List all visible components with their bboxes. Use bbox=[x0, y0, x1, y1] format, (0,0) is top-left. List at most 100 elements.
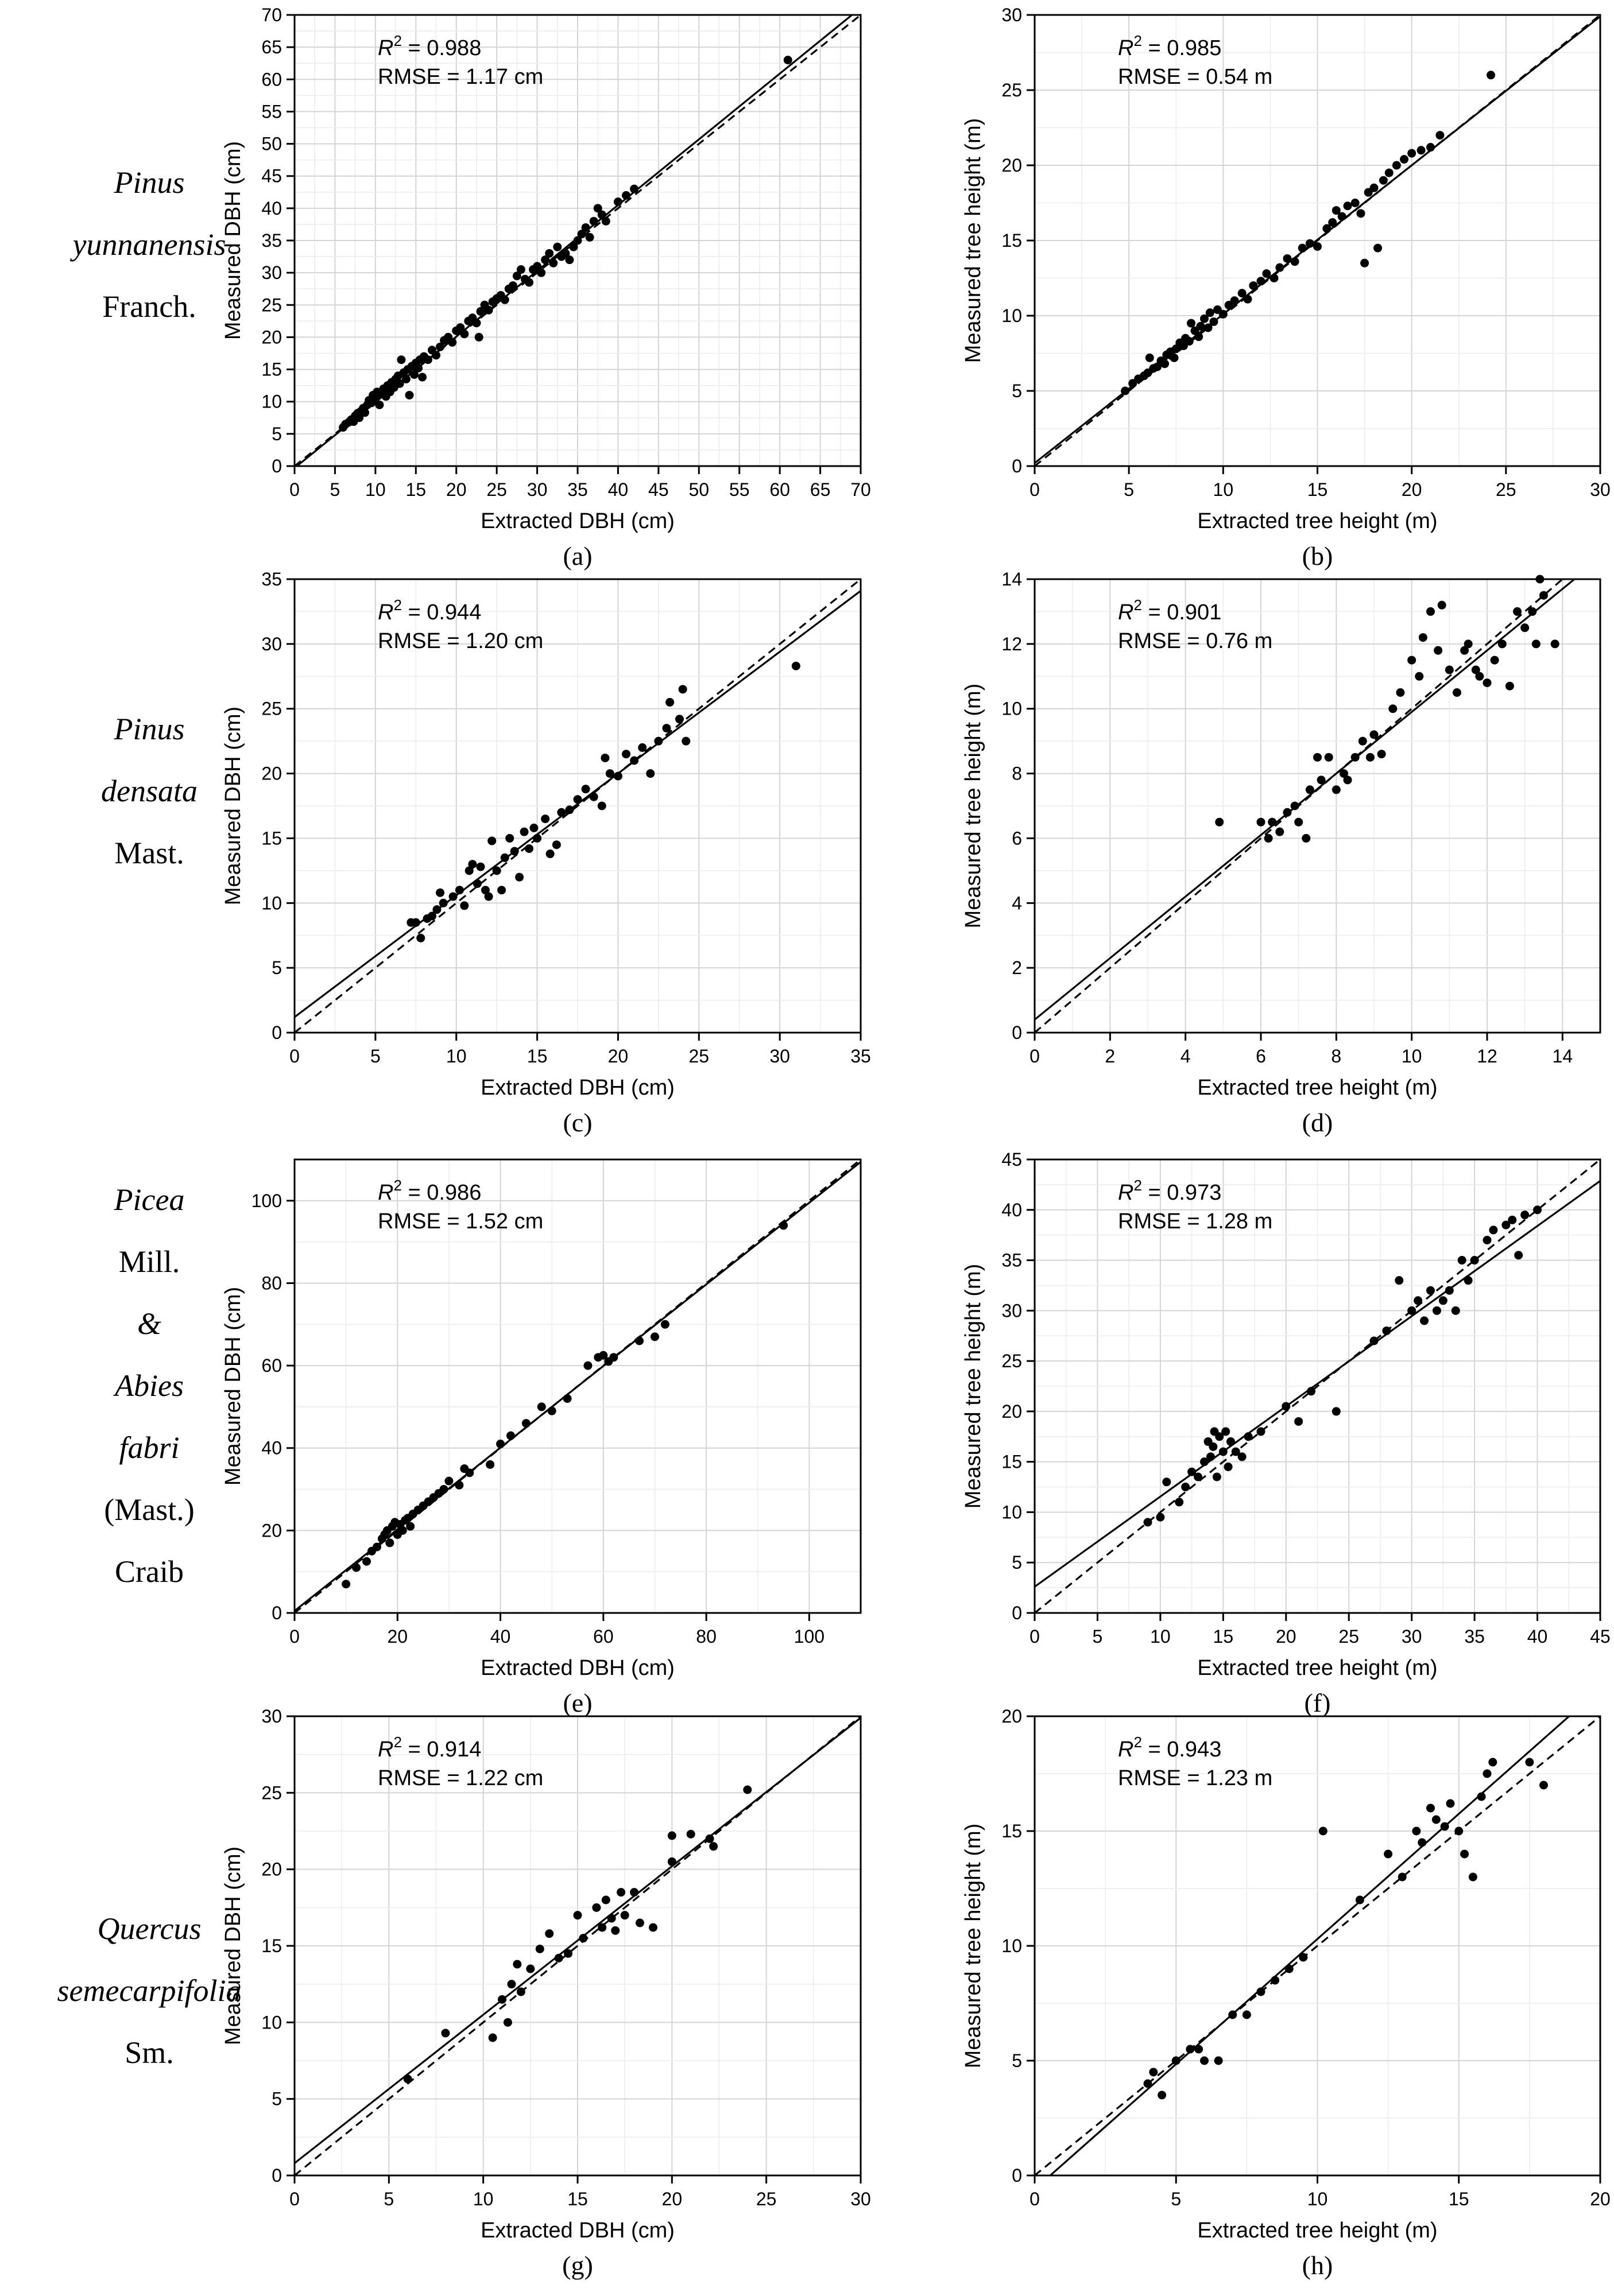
data-point bbox=[1470, 1256, 1479, 1265]
fit-line bbox=[295, 590, 861, 1018]
data-point bbox=[1497, 639, 1507, 649]
data-point bbox=[1160, 359, 1170, 369]
r2-superscript: 2 bbox=[1133, 596, 1141, 614]
y-tick-label: 15 bbox=[261, 828, 282, 848]
x-tick-label: 65 bbox=[810, 479, 831, 500]
chart-panel: 0 5 10 15 20 25 30 0 5 10 15 20 25 30 Extracted DBH (c… bbox=[221, 1706, 871, 2280]
y-tick-label: 20 bbox=[261, 1520, 282, 1541]
data-point bbox=[1328, 218, 1337, 227]
data-point bbox=[526, 1964, 535, 1973]
y-tick-label: 20 bbox=[261, 327, 282, 347]
data-point bbox=[1487, 71, 1496, 80]
data-point bbox=[1483, 1769, 1492, 1778]
data-point bbox=[497, 886, 506, 895]
data-point bbox=[589, 216, 598, 226]
data-point bbox=[484, 305, 493, 315]
r2-value: = 0.986 bbox=[402, 1181, 481, 1205]
data-point bbox=[1224, 1462, 1233, 1471]
y-tick-label: 100 bbox=[251, 1190, 282, 1211]
data-point bbox=[1332, 1407, 1341, 1416]
y-tick-label: 25 bbox=[1001, 1351, 1022, 1371]
data-point bbox=[1418, 633, 1427, 642]
data-point bbox=[512, 272, 521, 281]
data-point bbox=[406, 1522, 415, 1531]
plot-frame bbox=[1034, 578, 1601, 1034]
data-point bbox=[1407, 656, 1416, 665]
rmse-annotation: RMSE = 1.52 cm bbox=[378, 1209, 543, 1234]
x-tick-label: 25 bbox=[1496, 479, 1516, 500]
species-label-line: Quercus bbox=[97, 1911, 202, 1946]
data-point bbox=[552, 840, 561, 850]
x-tick-label: 45 bbox=[648, 479, 669, 500]
data-point bbox=[1407, 1306, 1416, 1315]
data-point bbox=[1464, 1276, 1473, 1285]
y-tick-label: 0 bbox=[272, 1022, 282, 1043]
data-point bbox=[650, 1332, 659, 1341]
y-tick-label: 10 bbox=[261, 893, 282, 913]
y-tick-label: 80 bbox=[261, 1273, 282, 1293]
x-tick-label: 30 bbox=[850, 2189, 871, 2209]
plot-frame bbox=[293, 578, 862, 1034]
data-point bbox=[1275, 263, 1284, 272]
data-point bbox=[541, 815, 550, 824]
y-tick-label: 30 bbox=[1001, 5, 1022, 25]
data-point bbox=[1203, 323, 1213, 332]
y-tick-label: 30 bbox=[261, 1706, 282, 1727]
data-point bbox=[352, 1563, 361, 1572]
x-tick-label: 14 bbox=[1553, 1046, 1573, 1066]
data-point bbox=[516, 265, 525, 274]
data-point bbox=[513, 1960, 522, 1969]
y-tick-label: 35 bbox=[261, 230, 282, 251]
data-point bbox=[436, 888, 445, 897]
data-point bbox=[1185, 337, 1194, 346]
data-point bbox=[1350, 199, 1360, 207]
r2-value: = 0.985 bbox=[1142, 36, 1221, 60]
data-point bbox=[1373, 243, 1383, 253]
species-label-line: yunnanensis bbox=[72, 227, 226, 262]
x-tick-label: 2 bbox=[1105, 1046, 1115, 1066]
data-point bbox=[1264, 833, 1273, 843]
data-point bbox=[1221, 1427, 1230, 1436]
x-tick-label: 5 bbox=[384, 2189, 394, 2209]
data-point bbox=[1369, 730, 1379, 739]
data-point bbox=[1313, 242, 1322, 251]
panel-label: (c) bbox=[563, 1108, 592, 1137]
y-tick-label: 30 bbox=[261, 262, 282, 283]
data-point bbox=[1290, 801, 1299, 810]
data-point bbox=[601, 216, 610, 226]
data-point bbox=[541, 255, 550, 265]
fit-line bbox=[1035, 15, 1600, 464]
data-point bbox=[1218, 1447, 1228, 1456]
chart-panel: 0 5 10 15 20 25 30 35 40 45 0 5 10 15 20 25 30 35 40 45 Extr… bbox=[961, 1149, 1611, 1717]
data-point bbox=[1384, 168, 1394, 177]
x-tick-label: 55 bbox=[729, 479, 750, 500]
data-point bbox=[569, 242, 578, 251]
data-point bbox=[1412, 1826, 1421, 1836]
data-point bbox=[1395, 1276, 1404, 1285]
data-point bbox=[660, 1320, 669, 1329]
r2-annotation: R2 = 0.944 bbox=[378, 596, 481, 625]
data-point bbox=[1514, 1251, 1523, 1260]
x-tick-label: 10 bbox=[1213, 479, 1234, 500]
data-point bbox=[675, 715, 684, 724]
data-point bbox=[583, 1361, 593, 1370]
data-point bbox=[563, 1394, 572, 1403]
chart-panel: 0 5 10 15 20 25 30 0 5 10 15 20 25 30 Extracted tree h… bbox=[961, 5, 1611, 571]
x-tick-label: 5 bbox=[330, 479, 340, 500]
chart-panel: 0 20 40 60 80 100 0 20 40 60 80 100 Extracted DBH (c… bbox=[221, 1158, 862, 1717]
data-point bbox=[1143, 1518, 1152, 1527]
data-point bbox=[1414, 1296, 1423, 1305]
species-label: Pinus yunnanensis Franch. bbox=[34, 152, 264, 338]
x-axis-title: Extracted tree height (m) bbox=[1197, 2219, 1437, 2243]
data-point bbox=[487, 836, 497, 846]
data-point bbox=[465, 866, 474, 875]
y-tick-label: 20 bbox=[1001, 1706, 1022, 1727]
data-point bbox=[1206, 1452, 1215, 1461]
data-point bbox=[1420, 1316, 1429, 1325]
data-point bbox=[448, 338, 457, 347]
data-point bbox=[682, 736, 691, 746]
data-point bbox=[1434, 646, 1443, 655]
r2-annotation: R2 = 0.986 bbox=[378, 1177, 481, 1205]
fit-line bbox=[1035, 1180, 1600, 1588]
data-point bbox=[601, 753, 610, 762]
